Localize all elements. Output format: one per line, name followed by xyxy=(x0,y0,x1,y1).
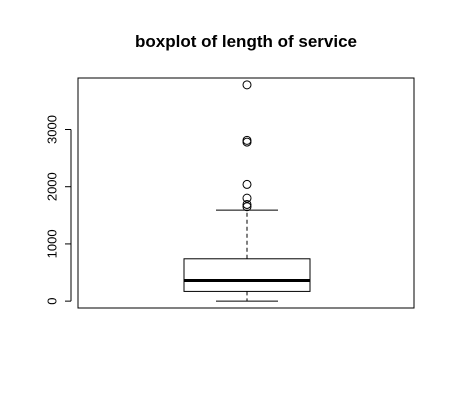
outliers xyxy=(243,81,251,211)
outlier-point xyxy=(243,138,251,146)
y-axis: 0 1000 2000 3000 xyxy=(45,115,71,305)
y-tick-label: 1000 xyxy=(45,229,60,258)
y-tick-label: 2000 xyxy=(45,172,60,201)
box-plot xyxy=(184,210,310,301)
outlier-point xyxy=(243,194,251,202)
outlier-point xyxy=(243,136,251,144)
outlier-point xyxy=(243,81,251,89)
y-tick-label: 0 xyxy=(45,298,60,305)
interquartile-box xyxy=(184,259,310,292)
plot-frame xyxy=(78,78,414,308)
y-tick-label: 3000 xyxy=(45,115,60,144)
chart-title: boxplot of length of service xyxy=(135,32,357,51)
outlier-point xyxy=(243,180,251,188)
